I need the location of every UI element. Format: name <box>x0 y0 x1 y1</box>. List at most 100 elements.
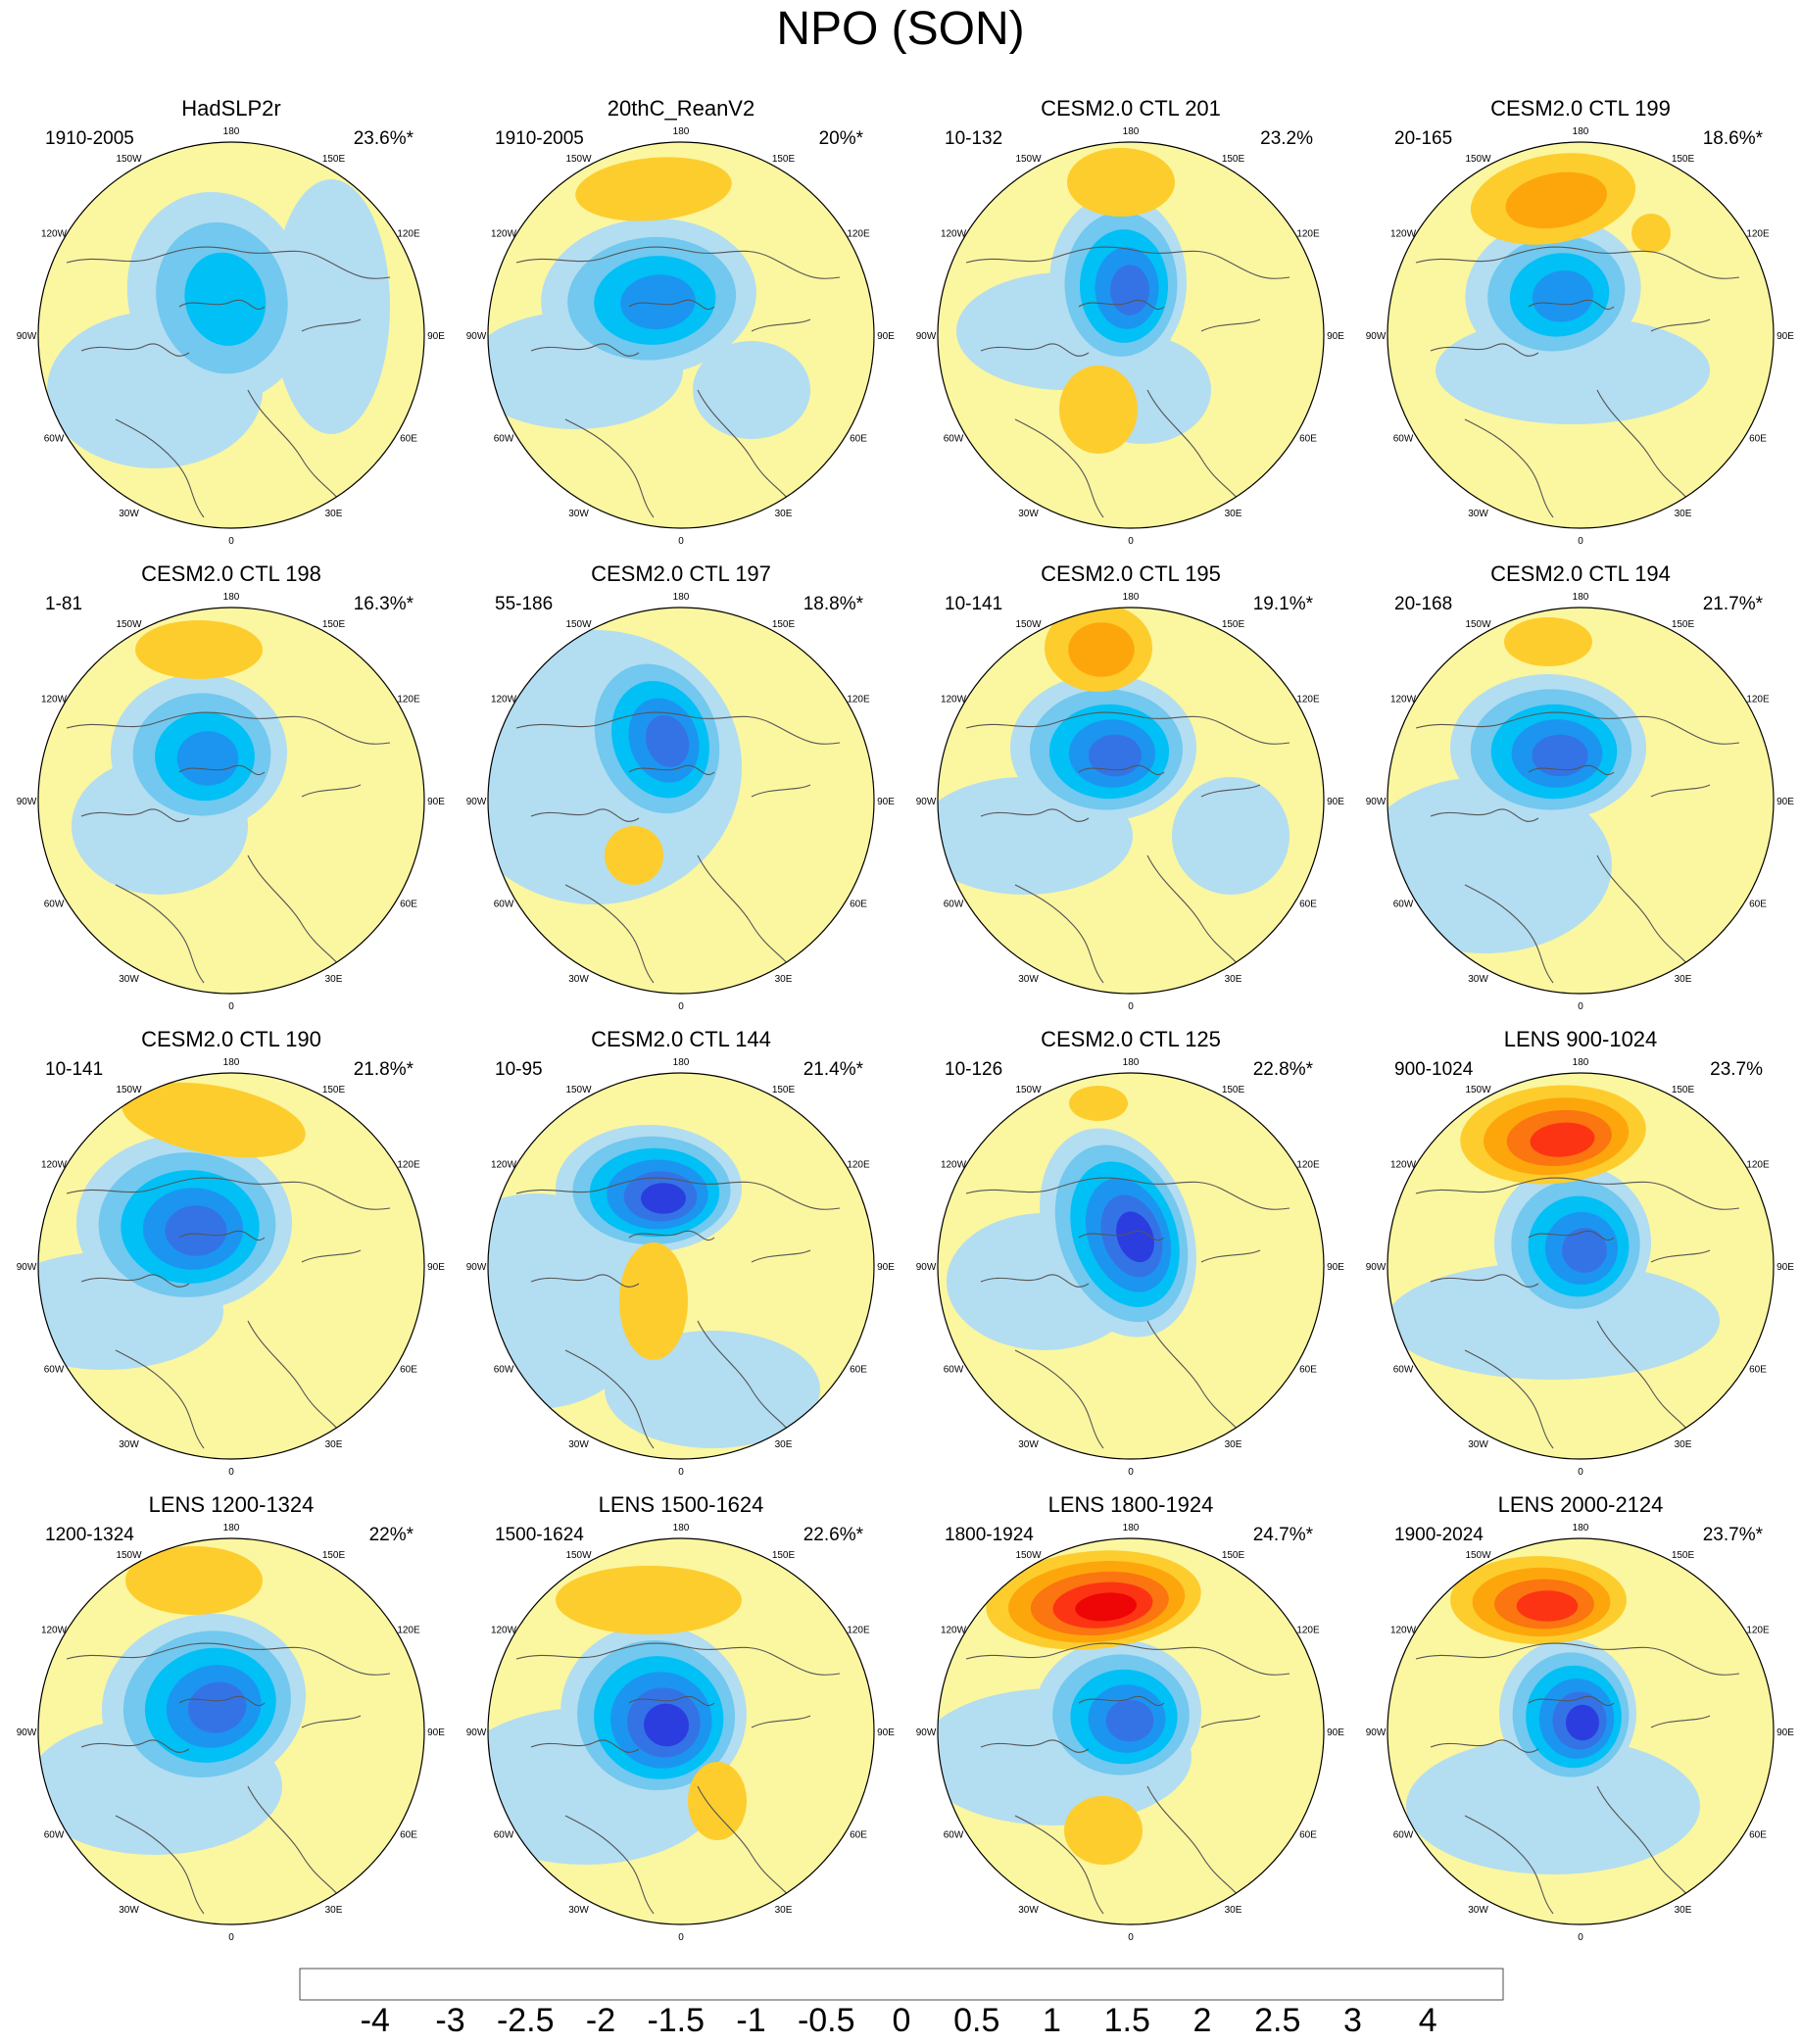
longitude-label: 90E <box>427 797 445 807</box>
longitude-label: 150E <box>322 154 346 165</box>
longitude-label: 150E <box>1672 154 1695 165</box>
longitude-label: 120E <box>397 229 420 240</box>
map-boundary <box>37 607 425 995</box>
panel-variance: 21.7%* <box>1702 594 1763 614</box>
longitude-label: 90E <box>1777 1728 1794 1738</box>
panel-title: LENS 1500-1624 <box>598 1492 764 1517</box>
longitude-label: 30W <box>1468 509 1488 519</box>
longitude-label: 30W <box>1468 974 1488 985</box>
longitude-label: 60W <box>44 1830 65 1841</box>
longitude-label: 180 <box>673 1523 690 1533</box>
longitude-label: 30E <box>1225 509 1242 519</box>
high-center-contour-1 <box>125 1546 263 1615</box>
longitude-label: 0 <box>1128 1001 1134 1012</box>
longitude-label: 90W <box>17 1728 37 1738</box>
colorbar-tick-label: 2 <box>1193 2002 1212 2039</box>
longitude-label: 90E <box>1327 331 1344 342</box>
polar-map: 180 150E 120E 90E 60E 30E 0 30W 60W 90W 120W 150W <box>17 1057 446 1478</box>
longitude-label: 90E <box>1327 1728 1344 1738</box>
high-center-contour-5 <box>1075 1592 1137 1622</box>
longitude-label: 120W <box>41 695 68 706</box>
longitude-label: 30E <box>325 509 343 519</box>
longitude-label: 60W <box>1393 900 1414 910</box>
longitude-label: 30E <box>775 509 793 519</box>
longitude-label: 150E <box>322 619 346 630</box>
high-center-contour-1 <box>1504 617 1592 666</box>
longitude-label: 120W <box>941 1160 967 1171</box>
panel-variance: 19.1%* <box>1252 594 1313 614</box>
longitude-label: 90W <box>916 331 937 342</box>
longitude-label: 150W <box>116 1085 142 1095</box>
longitude-label: 60E <box>1749 1365 1767 1376</box>
longitude-label: 60W <box>44 434 65 445</box>
longitude-label: 150W <box>116 1550 142 1561</box>
low-center-contour-4 <box>620 274 696 330</box>
longitude-label: 90W <box>466 1262 487 1273</box>
negative-anomaly-region <box>1387 1262 1720 1380</box>
map-panel: 180 150E 120E 90E 60E 30E 0 30W 60W 90W 120W 150W CE… <box>907 561 1354 1026</box>
longitude-label: 180 <box>223 592 240 603</box>
colorbar-tick-label: 1.5 <box>1103 2002 1150 2039</box>
longitude-label: 60E <box>850 1365 867 1376</box>
high-center-contour-4 <box>1516 1590 1579 1622</box>
map-boundary <box>487 607 875 995</box>
map-boundary <box>487 1072 875 1460</box>
longitude-label: 120W <box>41 1626 68 1636</box>
longitude-label: 90W <box>17 797 37 807</box>
longitude-label: 150W <box>1015 154 1042 165</box>
longitude-label: 30W <box>1018 1439 1039 1450</box>
longitude-label: 30E <box>325 974 343 985</box>
longitude-label: 60W <box>494 434 514 445</box>
longitude-label: 60E <box>1749 900 1767 910</box>
longitude-label: 30W <box>119 509 139 519</box>
high-center-contour-1 <box>122 1082 306 1158</box>
longitude-label: 180 <box>1123 1523 1140 1533</box>
longitude-label: 0 <box>1578 1001 1583 1012</box>
longitude-label: 120W <box>1390 1626 1417 1636</box>
longitude-label: 150E <box>1672 619 1695 630</box>
panel-variance: 24.7%* <box>1252 1525 1313 1545</box>
polar-map: 180 150E 120E 90E 60E 30E 0 30W 60W 90W 120W 150W <box>466 126 896 547</box>
longitude-label: 90W <box>17 1262 37 1273</box>
negative-anomaly-region <box>1172 777 1290 895</box>
longitude-label: 120E <box>1746 1160 1770 1171</box>
longitude-label: 0 <box>228 1467 234 1478</box>
longitude-label: 90E <box>1777 331 1794 342</box>
longitude-label: 0 <box>1578 536 1583 547</box>
longitude-label: 60W <box>494 1830 514 1841</box>
negative-anomaly-region <box>272 179 390 434</box>
longitude-label: 180 <box>1573 592 1589 603</box>
longitude-label: 120W <box>41 1160 68 1171</box>
panel-title: CESM2.0 CTL 198 <box>141 561 321 586</box>
longitude-label: 30W <box>568 1439 589 1450</box>
panel-variance: 23.2% <box>1260 128 1313 149</box>
longitude-label: 120E <box>1746 1626 1770 1636</box>
longitude-label: 90W <box>1366 797 1387 807</box>
longitude-label: 120E <box>397 695 420 706</box>
coastlines <box>66 1177 391 1449</box>
low-center-contour-5 <box>1532 734 1588 777</box>
longitude-label: 90W <box>1366 1728 1387 1738</box>
longitude-label: 60E <box>1299 1365 1317 1376</box>
longitude-label: 120E <box>847 695 870 706</box>
high-center-contour-1 <box>619 1242 688 1360</box>
longitude-label: 150E <box>772 1550 796 1561</box>
low-center-contour-3 <box>184 252 267 346</box>
panel-title: CESM2.0 CTL 125 <box>1041 1027 1221 1051</box>
map-boundary <box>1387 1072 1775 1460</box>
longitude-label: 0 <box>1578 1467 1583 1478</box>
longitude-label: 90E <box>877 1262 895 1273</box>
panel-title: CESM2.0 CTL 144 <box>591 1027 771 1051</box>
map-panel: 180 150E 120E 90E 60E 30E 0 30W 60W 90W 120W 150W CE… <box>458 1027 904 1491</box>
coastlines <box>515 1177 841 1449</box>
longitude-label: 30E <box>775 1439 793 1450</box>
panel-period: 20-168 <box>1394 594 1453 614</box>
longitude-label: 120W <box>41 229 68 240</box>
colorbar-tick-label: 0.5 <box>953 2002 1000 2039</box>
longitude-label: 30W <box>1018 974 1039 985</box>
low-center-contour-6 <box>1116 1211 1154 1263</box>
low-center-contour-5 <box>1088 734 1143 777</box>
polar-map: 180 150E 120E 90E 60E 30E 0 30W 60W 90W 120W 150W <box>916 126 1345 547</box>
panel-title: CESM2.0 CTL 201 <box>1041 96 1221 121</box>
figure-title: NPO (SON) <box>776 3 1025 55</box>
